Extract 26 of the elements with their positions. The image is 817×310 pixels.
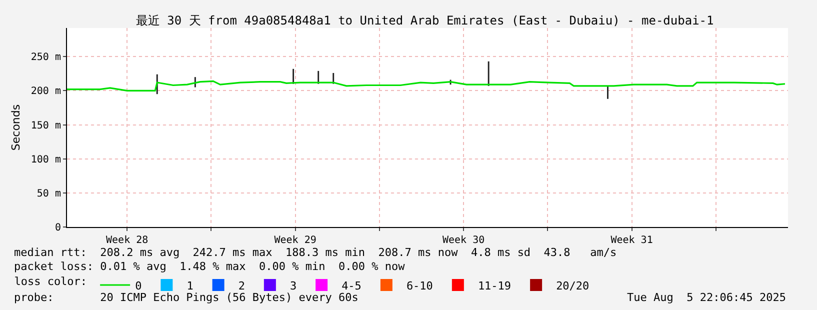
y-tick-label: 0 xyxy=(54,222,61,234)
legend-label: 0 xyxy=(135,279,142,292)
x-tick-label: Week 29 xyxy=(274,235,316,246)
x-tick-label: Week 28 xyxy=(106,235,148,246)
y-tick-label: 200 m xyxy=(30,86,61,98)
legend-title: loss color: xyxy=(14,274,88,288)
legend-label: 20/20 xyxy=(556,279,590,292)
y-tick-label: 150 m xyxy=(30,120,61,132)
text: Tue Aug 5 22:06:45 2025 xyxy=(627,291,786,304)
legend-label: 1 xyxy=(186,279,194,292)
y-tick-label: 100 m xyxy=(30,154,61,166)
y-tick-label: 50 m xyxy=(36,188,61,200)
chart-title: 最近 30 天 from 49a0854848a1 to United Arab Emirates (East - Dubaiu) - me-dubai-1 xyxy=(136,13,714,28)
legend-label: 4-5 xyxy=(342,279,362,292)
text: probe: 20 ICMP Echo Pings (56 Bytes) every 60s xyxy=(14,291,358,304)
legend-label: 2 xyxy=(238,279,245,292)
text: median rtt: 208.2 ms avg 242.7 ms max 188.3 ms min 208.7 ms now 4.8 ms sd 43.8 am/s xyxy=(14,246,617,259)
legend-label: 11-19 xyxy=(478,279,512,292)
y-tick-label: 250 m xyxy=(30,52,61,64)
legend-label: 3 xyxy=(290,279,297,292)
x-tick-label: Week 30 xyxy=(442,235,485,246)
x-tick-label: Week 31 xyxy=(610,235,653,246)
line-series xyxy=(67,80,786,92)
y-axis-title: Seconds xyxy=(10,104,23,151)
legend-label: 6-10 xyxy=(406,279,433,292)
text: packet loss: 0.01 % avg 1.48 % max 0.00 % min 0.00 % now xyxy=(14,260,406,273)
